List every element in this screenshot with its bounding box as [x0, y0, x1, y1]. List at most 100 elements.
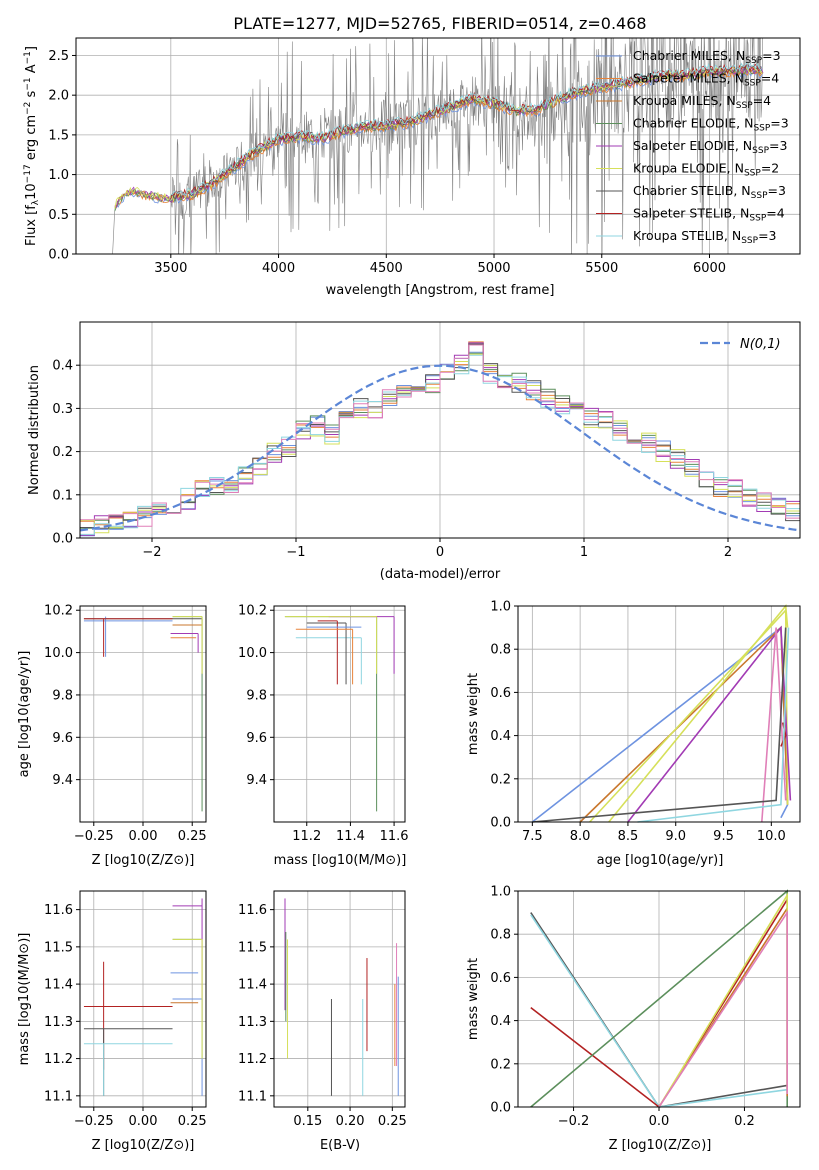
wZ-xtick-label: −0.2 — [558, 1114, 590, 1129]
legend-n: =3 — [769, 138, 787, 153]
wAge-series-line — [589, 608, 789, 823]
ylabel-part: s — [24, 90, 39, 101]
residual-hist-step — [79, 344, 800, 538]
ageMass-xtick-label: 11.6 — [380, 829, 409, 844]
massEbv-xtick-label: 0.25 — [378, 1114, 407, 1129]
massEbv-xtick-label: 0.20 — [336, 1114, 365, 1129]
wAge-xtick-label: 8.0 — [570, 829, 591, 844]
massEbv-ytick-label: 11.6 — [238, 903, 267, 918]
wAge-ytick-label: 0.4 — [490, 729, 511, 744]
residual-ylabel: Normed distribution — [27, 365, 42, 495]
spectrum-legend-label: Salpeter STELIB, NSSP=4 — [633, 206, 785, 224]
residuals-xtick-label: −2 — [142, 545, 161, 560]
legend-sub: SSP — [741, 236, 758, 246]
legend-sub: SSP — [744, 169, 761, 179]
wZ-ytick-label: 0.4 — [490, 1014, 511, 1029]
spectrum-ytick-label: 1.5 — [48, 128, 69, 143]
spectrum-ytick-label: 1.0 — [48, 168, 69, 183]
wZ-xlabel: Z [log10(Z/Z⊙)] — [609, 1138, 712, 1153]
ageMass-xtick-label: 11.4 — [336, 829, 365, 844]
legend-n: =2 — [761, 161, 779, 176]
massZ-ytick-label: 11.6 — [44, 903, 73, 918]
legend-n: =3 — [768, 183, 786, 198]
ageZ-ytick-label: 9.4 — [52, 773, 73, 788]
massEbv-ytick-label: 11.1 — [238, 1089, 267, 1104]
residuals-ytick-label: 0.4 — [52, 359, 73, 374]
spectrum-legend-label: Chabrier MILES, NSSP=3 — [633, 48, 781, 66]
ylabel-sup: −1 — [23, 77, 33, 90]
spectrum-data-line — [112, 38, 763, 254]
wAge-series-line — [627, 625, 792, 823]
ylabel-part: 10 — [24, 183, 39, 200]
spectrum-ytick-label: 0.5 — [48, 208, 69, 223]
spectrum-model-line — [170, 62, 763, 200]
wAge-frame — [517, 605, 801, 823]
residuals-xtick-label: 0 — [436, 545, 444, 560]
massZ-axes — [80, 891, 206, 1107]
wZ-ylabel: mass weight — [466, 958, 481, 1040]
spectrum-xtick-label: 5500 — [585, 261, 618, 276]
massZ-ytick-label: 11.5 — [44, 940, 73, 955]
massZ-xtick-label: 0.25 — [178, 1114, 207, 1129]
massZ-xtick-label: −0.25 — [74, 1114, 114, 1129]
wAge-ytick-label: 0.6 — [490, 686, 511, 701]
massZ-ytick-label: 11.2 — [44, 1052, 73, 1067]
legend-n: =4 — [766, 206, 784, 221]
residual-xlabel: (data-model)/error — [380, 567, 501, 582]
spectrum-xlabel: wavelength [Angstrom, rest frame] — [326, 283, 555, 298]
ageZ-ytick-label: 9.6 — [52, 731, 73, 746]
wAge-ytick-label: 0.8 — [490, 643, 511, 658]
legend-sub: SSP — [749, 214, 766, 224]
massZ-ytick-label: 11.1 — [44, 1089, 73, 1104]
ageZ-xlabel: Z [log10(Z/Z⊙)] — [92, 853, 195, 868]
wAge-series-line — [531, 626, 789, 823]
ageMass-ytick-label: 9.8 — [246, 688, 267, 703]
wAge-series-line — [579, 625, 789, 823]
ageZ-ytick-label: 9.8 — [52, 688, 73, 703]
ageZ-ylabel: age [log10(age/yr)] — [17, 651, 32, 778]
ageZ-ytick-label: 10.2 — [44, 604, 73, 619]
wAge-ytick-label: 1.0 — [490, 600, 511, 615]
spectrum-model-line — [114, 68, 764, 208]
wAge-ytick-label: 0.0 — [490, 816, 511, 831]
spectrum-xtick-label: 6000 — [693, 261, 726, 276]
spectrum-ytick-label: 2.0 — [48, 89, 69, 104]
ylabel-sup: −17 — [23, 164, 33, 183]
spectrum-legend-label: Chabrier ELODIE, NSSP=3 — [633, 116, 789, 134]
ageMass-xtick-label: 11.2 — [292, 829, 321, 844]
legend-n: =4 — [753, 93, 771, 108]
ageMass-ytick-label: 10.0 — [238, 646, 267, 661]
spectrum-model-line — [170, 64, 763, 201]
ylabel-sub: λ — [31, 199, 41, 205]
massEbv-xtick-label: 0.15 — [293, 1114, 322, 1129]
massEbv-ytick-label: 11.4 — [238, 978, 267, 993]
spectrum-ytick-label: 2.5 — [48, 49, 69, 64]
spectrum-legend-label: Kroupa ELODIE, NSSP=2 — [633, 161, 779, 179]
residuals-axes — [80, 322, 800, 539]
residuals-xtick-label: 2 — [724, 545, 732, 560]
wAge-ylabel: mass weight — [466, 673, 481, 755]
legend-n: =3 — [758, 228, 776, 243]
legend-sub: SSP — [751, 191, 768, 201]
ylabel-sup: −2 — [23, 102, 33, 115]
ageZ-ytick-label: 10.0 — [44, 646, 73, 661]
residuals-xtick-label: 1 — [580, 545, 588, 560]
massEbv-frame — [273, 890, 406, 1108]
legend-n: =3 — [770, 116, 788, 131]
massEbv-xlabel: E(B-V) — [320, 1138, 360, 1153]
ageMass-ytick-label: 10.2 — [238, 604, 267, 619]
massZ-ylabel: mass [log10(M/M⊙)] — [17, 933, 32, 1066]
residual-legend-label: N(0,1) — [740, 337, 781, 352]
wZ-xtick-label: 0.0 — [649, 1114, 670, 1129]
massZ-ytick-label: 11.3 — [44, 1015, 73, 1030]
ageZ-xtick-label: 0.00 — [129, 829, 158, 844]
legend-sub: SSP — [744, 79, 761, 89]
legend-n: =4 — [761, 71, 779, 86]
ylabel-part: A — [24, 64, 39, 77]
ylabel-sup: −1 — [23, 51, 33, 64]
spectrum-model-line — [114, 65, 763, 210]
ylabel-part: ] — [24, 46, 39, 51]
wAge-series-line — [608, 603, 789, 823]
spectrum-legend-label: Kroupa STELIB, NSSP=3 — [633, 228, 777, 246]
ageMass-frame — [273, 605, 406, 823]
